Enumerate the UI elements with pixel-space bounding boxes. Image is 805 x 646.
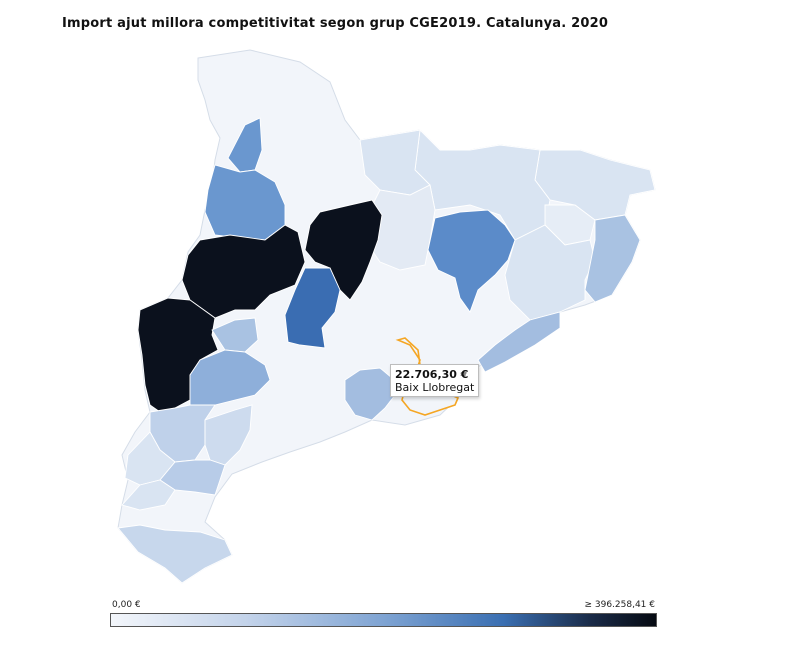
region-baix-ebre-south[interactable] <box>121 479 176 511</box>
tooltip-region-name: Baix Llobregat <box>395 381 475 394</box>
region-maresme[interactable] <box>477 311 561 373</box>
region-bages[interactable] <box>284 267 341 349</box>
legend-gradient-bar <box>110 613 657 627</box>
map-title: Import ajut millora competitivitat segon… <box>62 16 609 31</box>
region-selva[interactable] <box>504 224 596 321</box>
region-montsia[interactable] <box>117 524 233 584</box>
tooltip-value: 22.706,30 € <box>395 368 469 381</box>
map-tooltip: 22.706,30 € Baix Llobregat <box>390 364 480 397</box>
region-solsones[interactable] <box>304 199 383 301</box>
legend-min-label: 0,00 € <box>112 600 141 610</box>
region-alt-penedes[interactable] <box>344 367 396 421</box>
color-scale-legend: 0,00 € ≥ 396.258,41 € <box>110 600 657 628</box>
region-priorat[interactable] <box>204 404 253 466</box>
legend-max-label: ≥ 396.258,41 € <box>584 600 655 610</box>
region-baix-emporda[interactable] <box>584 214 641 303</box>
region-osona[interactable] <box>427 209 516 313</box>
region-garrigues[interactable] <box>189 349 271 406</box>
region-noguera[interactable] <box>181 224 306 319</box>
